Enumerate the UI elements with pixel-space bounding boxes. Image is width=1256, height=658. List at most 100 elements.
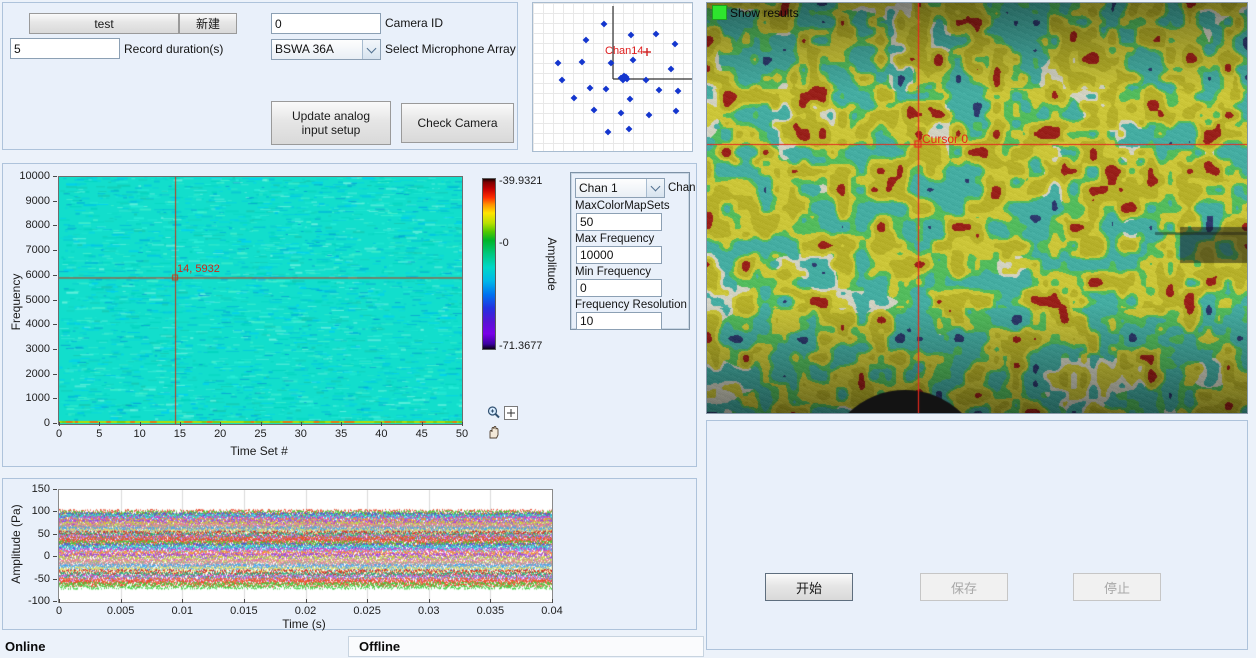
pan-tool-icon[interactable] xyxy=(486,425,501,440)
mic-dot xyxy=(601,21,608,28)
tick-label: 0.015 xyxy=(219,605,269,617)
mic-dot xyxy=(603,86,610,93)
tick-label: 10000 xyxy=(3,170,50,182)
zoom-tool-icon[interactable] xyxy=(486,405,502,421)
tick-label: 0 xyxy=(34,605,84,617)
mic-dot xyxy=(605,129,612,136)
spectrogram-y-axis-title: Frequency xyxy=(9,252,23,352)
tick-label: 0.04 xyxy=(527,605,577,617)
camera-id-label: Camera ID xyxy=(385,16,443,30)
max-colormap-input[interactable] xyxy=(576,213,662,231)
tick-label: 1000 xyxy=(3,392,50,404)
chevron-down-icon[interactable] xyxy=(362,40,380,59)
stop-button-label: 停止 xyxy=(1104,578,1130,597)
max-colormap-label: MaxColorMapSets xyxy=(575,200,670,212)
mic-dot xyxy=(672,41,679,48)
update-analog-input-label: Update analog input setup xyxy=(278,109,384,137)
mic-array-label: Select Microphone Array xyxy=(385,42,516,56)
tick-label: 2000 xyxy=(3,368,50,380)
mic-dot xyxy=(583,37,590,44)
mic-dot xyxy=(579,59,586,66)
chevron-down-icon[interactable] xyxy=(646,179,664,197)
mic-dot xyxy=(626,126,633,133)
max-frequency-input[interactable] xyxy=(576,246,662,264)
test-name-field[interactable]: test xyxy=(29,13,179,34)
record-duration-input[interactable] xyxy=(10,38,120,59)
tick-label: 5 xyxy=(74,428,124,440)
show-results-indicator[interactable] xyxy=(712,5,727,20)
mic-dot xyxy=(559,77,566,84)
new-button-label: 新建 xyxy=(196,15,220,32)
tick-label: 0.01 xyxy=(157,605,207,617)
colorbar-min-label: -71.3677 xyxy=(499,340,542,352)
offline-status-bar: Offline xyxy=(348,636,704,657)
camera-id-input[interactable] xyxy=(271,13,381,34)
setup-panel: test 新建 Record duration(s) Camera ID BSW… xyxy=(2,2,518,150)
frequency-resolution-input[interactable] xyxy=(576,312,662,330)
mic-dot xyxy=(653,31,660,38)
cursor-tool-icon[interactable] xyxy=(504,406,518,420)
mic-dot xyxy=(628,32,635,39)
frequency-resolution-label: Frequency Resolution xyxy=(575,299,687,311)
mic-cursor-label: Chan14 xyxy=(605,45,644,57)
tick-label: 35 xyxy=(316,428,366,440)
online-status-label: Online xyxy=(5,639,45,654)
tick-label: 0 xyxy=(3,417,50,429)
mic-dot xyxy=(591,107,598,114)
tick-label: 45 xyxy=(397,428,447,440)
mic-dot xyxy=(587,85,594,92)
action-panel: 开始 保存 停止 xyxy=(706,420,1248,650)
tick-label: 0.005 xyxy=(96,605,146,617)
mic-dot xyxy=(571,95,578,102)
record-duration-label: Record duration(s) xyxy=(124,42,223,56)
mic-dot xyxy=(555,60,562,67)
mic-dot xyxy=(643,77,650,84)
camera-image-canvas[interactable] xyxy=(707,3,1247,413)
stop-button[interactable]: 停止 xyxy=(1073,573,1161,601)
tick-label: 40 xyxy=(356,428,406,440)
tick-label: 0 xyxy=(34,428,84,440)
tick-label: 0.03 xyxy=(404,605,454,617)
save-button-label: 保存 xyxy=(951,578,977,597)
mic-dot xyxy=(627,96,634,103)
save-button[interactable]: 保存 xyxy=(920,573,1008,601)
tick-label: 30 xyxy=(276,428,326,440)
start-button[interactable]: 开始 xyxy=(765,573,853,601)
spectrogram-canvas[interactable] xyxy=(58,176,463,425)
mic-dot xyxy=(656,87,663,94)
mic-array-panel: Chan14 xyxy=(532,2,693,152)
check-camera-label: Check Camera xyxy=(417,116,497,130)
camera-view: Show results Cursor 0 xyxy=(706,2,1248,414)
tick-label: 50 xyxy=(437,428,487,440)
check-camera-button[interactable]: Check Camera xyxy=(401,103,514,143)
tick-label: 25 xyxy=(236,428,286,440)
start-button-label: 开始 xyxy=(796,578,822,597)
tick-label: 0.035 xyxy=(465,605,515,617)
tick-label: 0.025 xyxy=(342,605,392,617)
colorbar xyxy=(482,178,496,350)
new-button[interactable]: 新建 xyxy=(179,13,237,34)
mic-array-plot[interactable] xyxy=(533,3,692,151)
acoustic-camera-app: test 新建 Record duration(s) Camera ID BSW… xyxy=(0,0,1256,658)
tick-label: 10 xyxy=(115,428,165,440)
waveform-canvas[interactable] xyxy=(58,489,553,603)
spectrogram-cursor-label: 14, 5932 xyxy=(177,263,220,275)
update-analog-input-button[interactable]: Update analog input setup xyxy=(271,101,391,145)
channel-value: Chan 1 xyxy=(576,179,646,197)
max-frequency-label: Max Frequency xyxy=(575,233,654,245)
mic-dot xyxy=(618,110,625,117)
channel-select[interactable]: Chan 1 xyxy=(575,178,665,198)
show-results-label: Show results xyxy=(730,6,799,20)
tick-label: 8000 xyxy=(3,219,50,231)
analysis-controls: Chan 1 Chan MaxColorMapSets Max Frequenc… xyxy=(570,172,690,330)
test-name-value: test xyxy=(94,17,113,31)
waveform-x-axis-title: Time (s) xyxy=(204,617,404,631)
mic-array-select[interactable]: BSWA 36A xyxy=(271,39,381,60)
offline-status-label: Offline xyxy=(359,639,400,654)
mic-dot xyxy=(673,108,680,115)
spectrogram-x-axis-title: Time Set # xyxy=(159,444,359,458)
tick-label: 15 xyxy=(155,428,205,440)
camera-cursor-label: Cursor 0 xyxy=(922,132,968,146)
min-frequency-input[interactable] xyxy=(576,279,662,297)
tick-label: 9000 xyxy=(3,195,50,207)
